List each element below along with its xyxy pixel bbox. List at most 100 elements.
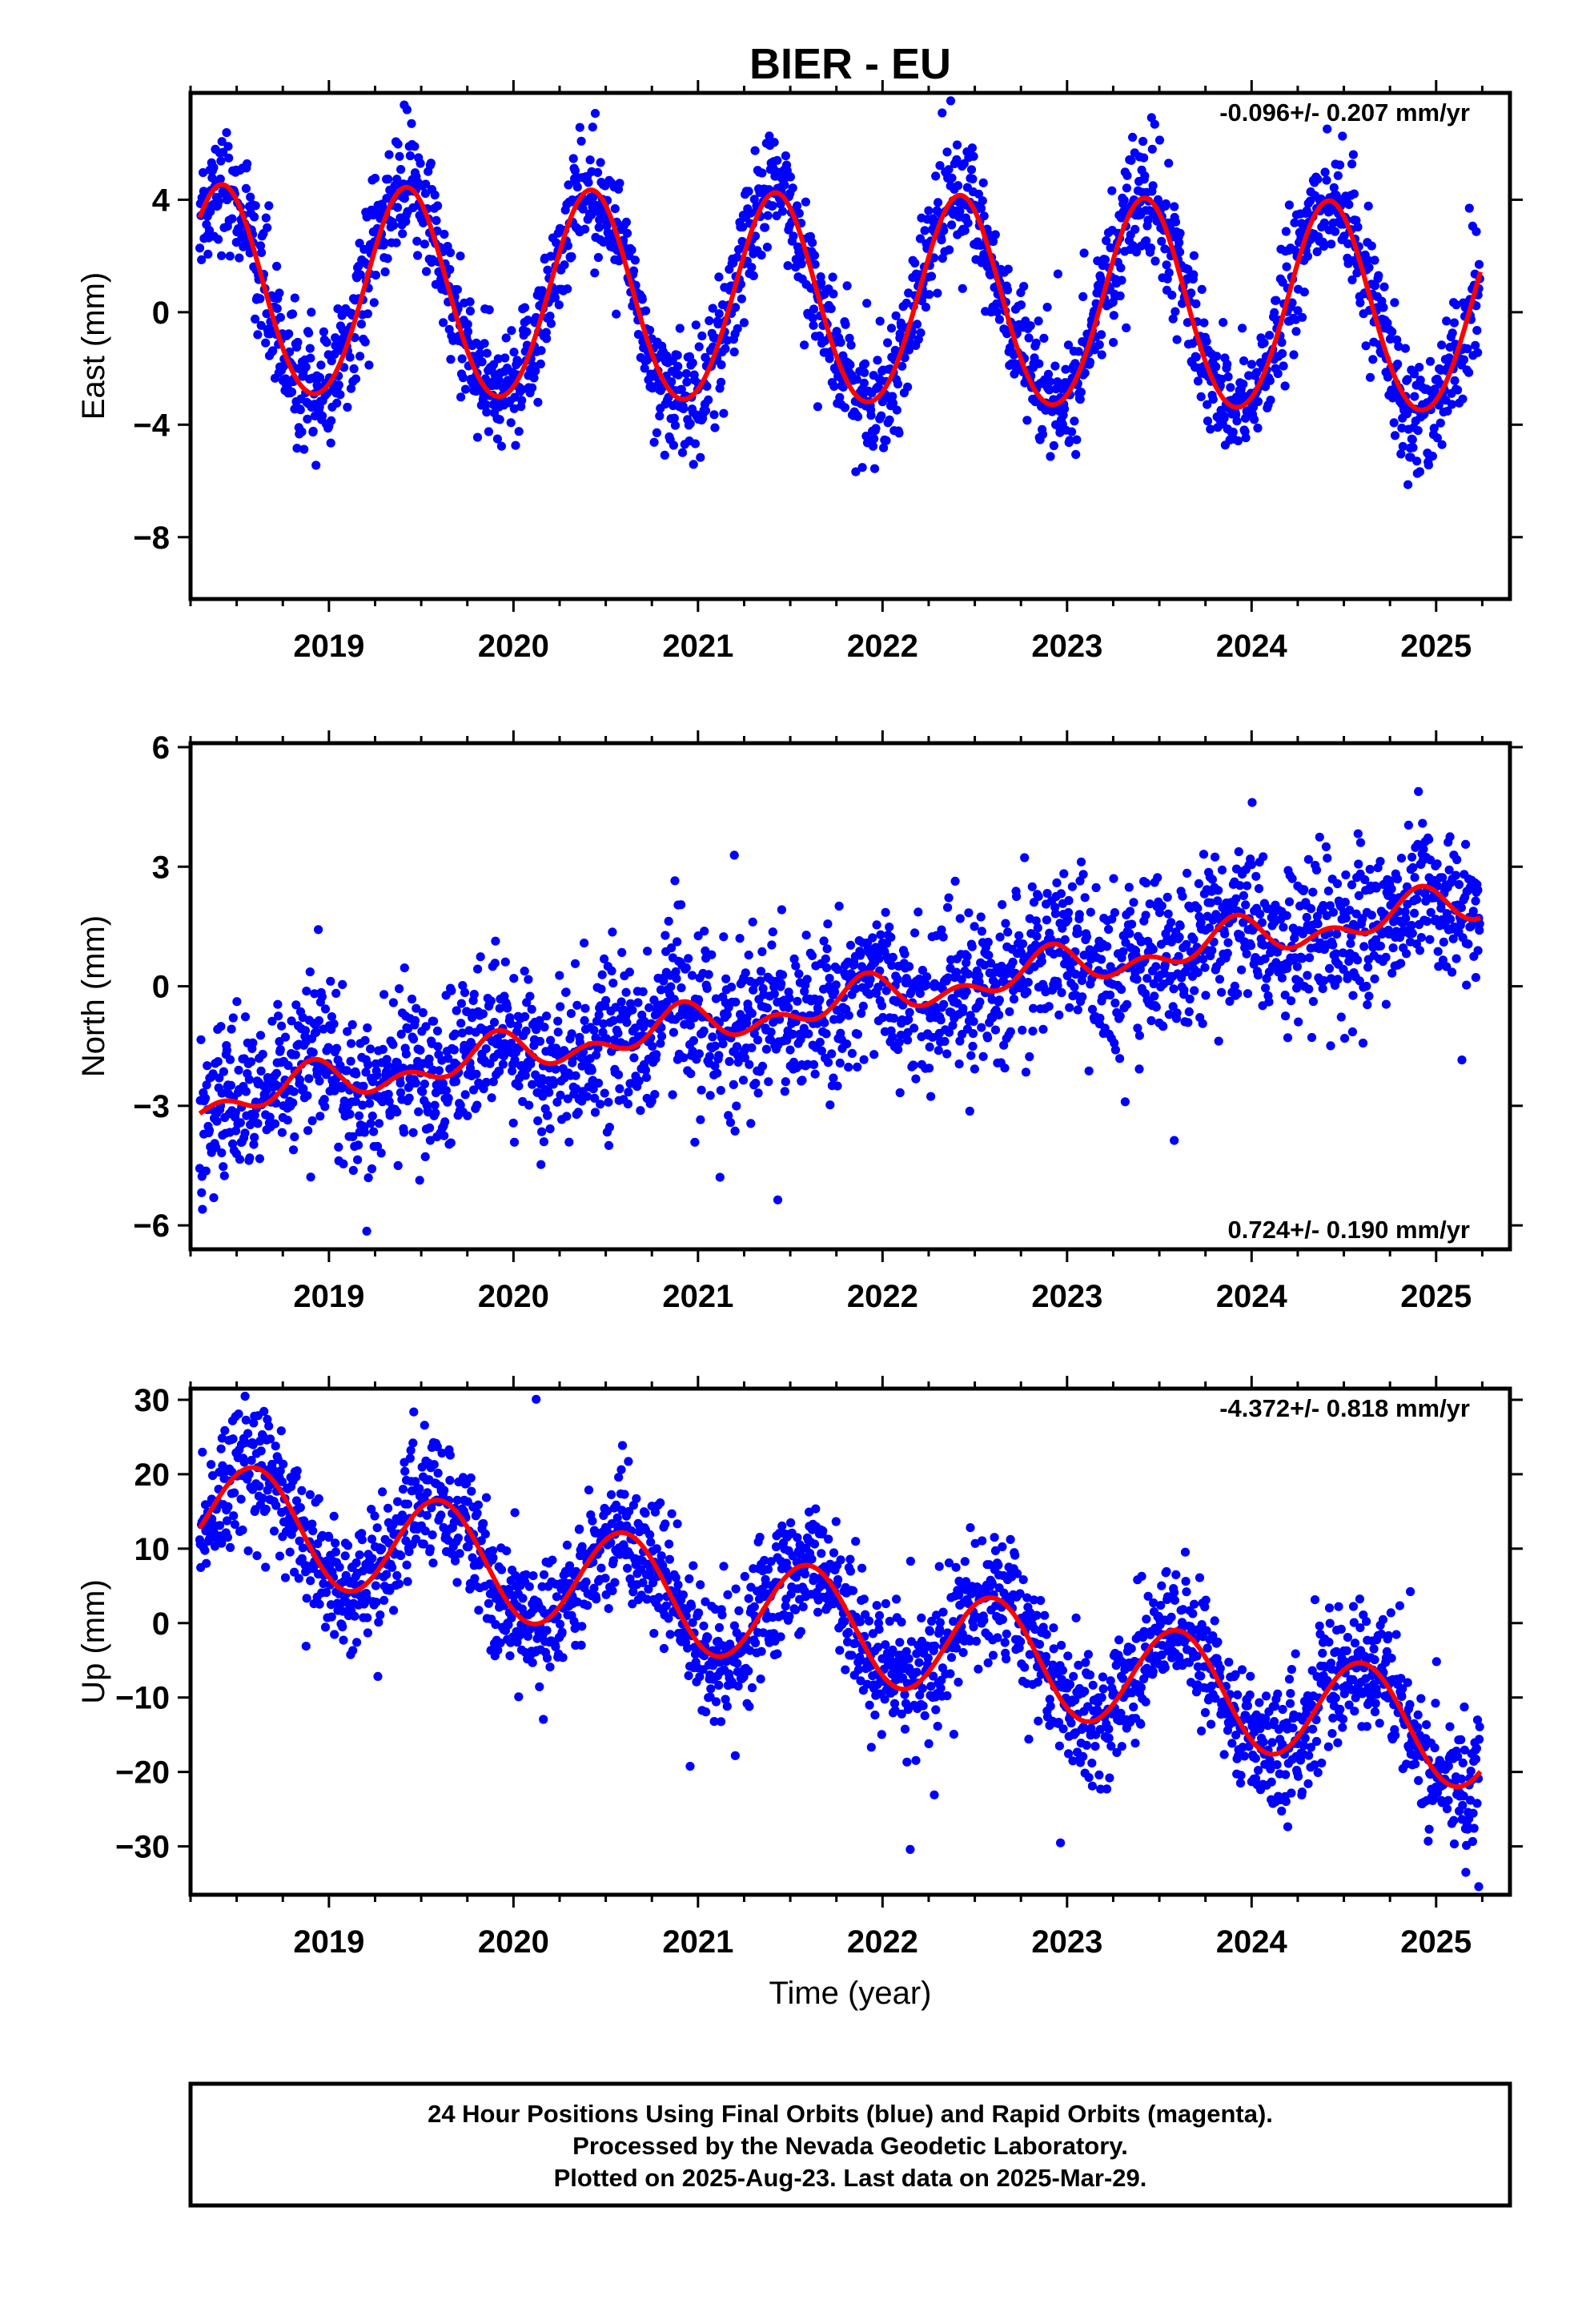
data-point — [1403, 820, 1413, 830]
data-point — [535, 1015, 544, 1025]
data-point — [472, 432, 483, 442]
data-point — [893, 379, 903, 389]
data-point — [477, 357, 487, 367]
data-point — [892, 405, 901, 415]
data-point — [1306, 904, 1316, 914]
data-point — [1175, 247, 1185, 257]
data-point — [241, 1087, 251, 1096]
data-point — [452, 1006, 461, 1015]
data-point — [388, 998, 398, 1007]
data-point — [226, 1542, 235, 1552]
data-point — [1277, 973, 1287, 983]
data-point — [766, 1027, 776, 1037]
data-point — [239, 1458, 249, 1467]
data-point — [235, 1155, 245, 1164]
data-point — [622, 228, 632, 238]
data-point — [247, 1057, 256, 1067]
data-point — [291, 1050, 300, 1059]
data-point — [1189, 935, 1199, 944]
data-point — [1241, 413, 1251, 423]
data-point — [494, 375, 504, 384]
data-point — [1381, 952, 1391, 962]
data-point — [934, 1046, 943, 1055]
data-point — [990, 230, 1000, 239]
data-point — [829, 289, 838, 299]
data-point — [1203, 400, 1212, 409]
data-point — [496, 441, 507, 451]
data-point — [1302, 912, 1311, 923]
data-point — [962, 987, 971, 996]
data-point — [600, 954, 609, 963]
data-point — [567, 251, 576, 262]
data-point — [1201, 991, 1211, 1000]
data-point — [351, 1096, 360, 1106]
data-point — [1407, 928, 1417, 938]
data-point — [1444, 865, 1454, 875]
data-point — [641, 306, 651, 316]
data-point — [1452, 954, 1461, 963]
data-point — [363, 1173, 373, 1183]
data-point — [536, 1160, 546, 1169]
data-point — [279, 1459, 288, 1469]
data-point — [640, 364, 649, 373]
data-point — [331, 333, 340, 343]
data-point — [1287, 996, 1296, 1006]
data-point — [878, 1012, 888, 1023]
data-point — [297, 427, 307, 436]
data-point — [1072, 435, 1082, 444]
data-point — [434, 1066, 444, 1076]
data-point — [240, 1012, 251, 1022]
data-point — [976, 203, 986, 213]
data-point — [1363, 201, 1373, 211]
data-point — [489, 1018, 500, 1027]
data-point — [760, 223, 770, 232]
data-point — [1325, 901, 1335, 911]
data-point — [1277, 337, 1287, 348]
data-point — [967, 143, 977, 153]
data-point — [1117, 984, 1126, 995]
data-point — [1333, 975, 1343, 984]
data-point — [1338, 131, 1347, 141]
data-point — [1198, 1019, 1207, 1028]
data-point — [976, 912, 986, 922]
data-point — [587, 1066, 596, 1076]
model-curve — [198, 883, 1482, 1116]
data-point — [1464, 368, 1474, 377]
data-point — [414, 1107, 424, 1116]
data-point — [1364, 991, 1374, 1001]
data-point — [509, 348, 519, 357]
data-point — [694, 1049, 705, 1059]
data-point — [1462, 980, 1472, 990]
data-point — [934, 198, 943, 207]
data-point — [963, 969, 974, 979]
data-point — [1134, 1031, 1144, 1040]
data-point — [851, 467, 861, 476]
data-point — [508, 1066, 517, 1076]
data-point — [950, 876, 960, 886]
data-point — [544, 1088, 554, 1097]
data-point — [846, 969, 856, 979]
data-point — [1259, 852, 1268, 862]
data-point — [525, 991, 535, 1001]
data-point — [408, 1128, 418, 1137]
data-point — [553, 1016, 563, 1026]
data-point — [514, 427, 524, 436]
data-point — [664, 916, 673, 926]
data-point — [675, 324, 685, 333]
data-point — [994, 995, 1004, 1005]
data-point — [198, 1204, 207, 1214]
data-point — [669, 440, 679, 450]
data-point — [671, 967, 681, 977]
data-point — [1034, 891, 1043, 901]
data-point — [572, 1000, 582, 1010]
data-point — [881, 986, 891, 995]
data-point — [697, 1085, 706, 1095]
data-point — [729, 850, 739, 860]
data-point — [589, 1025, 599, 1035]
data-point — [1213, 896, 1223, 906]
data-point — [862, 299, 872, 308]
data-point — [751, 1079, 761, 1088]
data-point — [509, 974, 519, 983]
x-tick-label: 2021 — [662, 1279, 733, 1314]
data-point — [484, 427, 494, 436]
